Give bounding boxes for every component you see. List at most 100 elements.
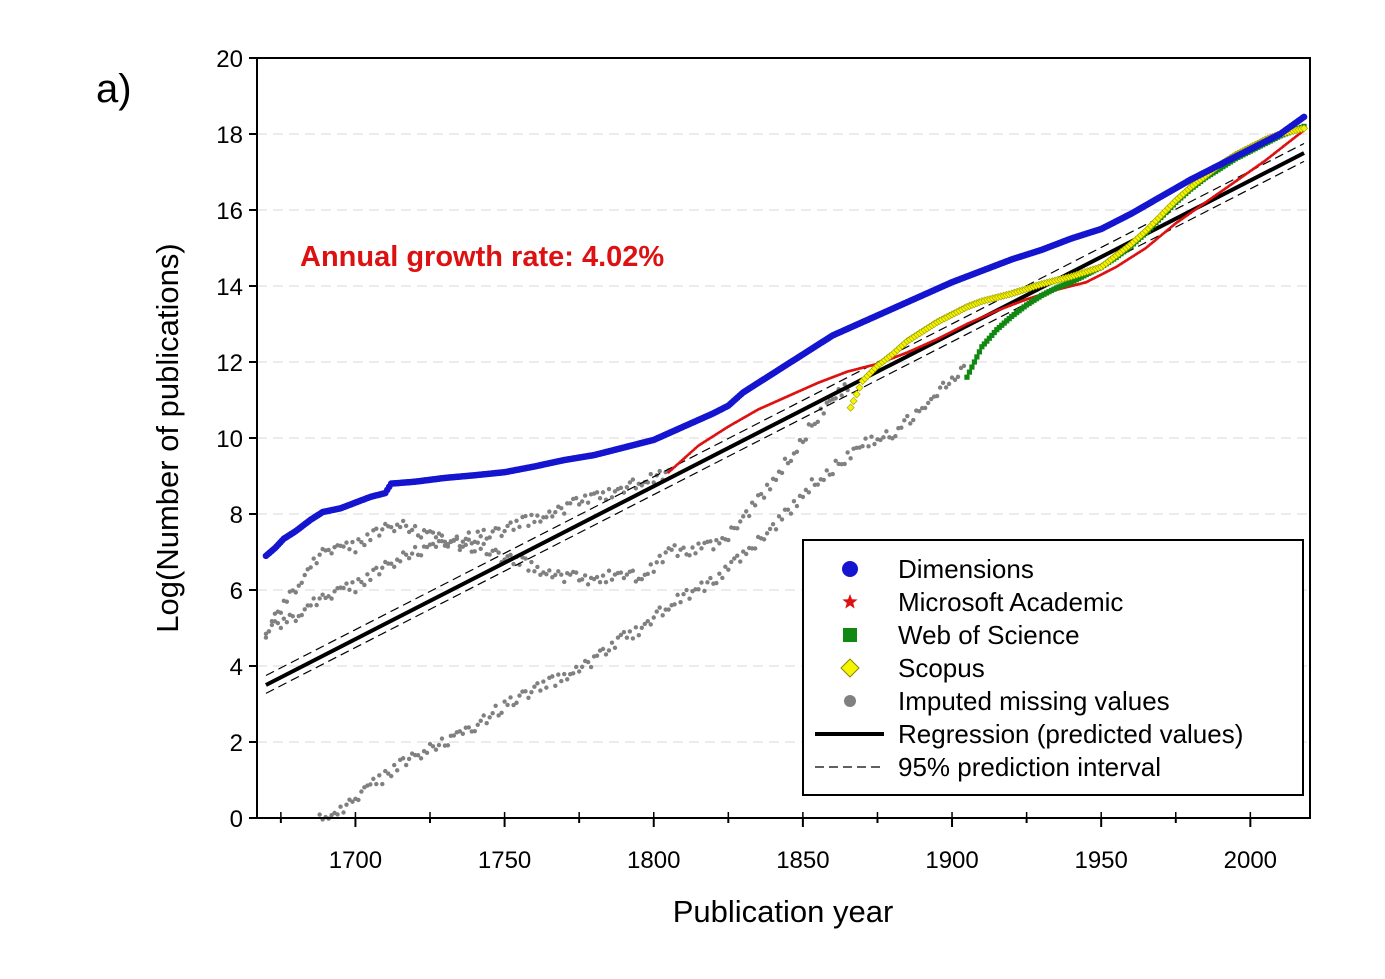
- data-point: [529, 559, 534, 565]
- data-point: [606, 486, 612, 492]
- data-point: [386, 771, 391, 776]
- data-point: [648, 562, 653, 567]
- data-point: [460, 731, 466, 736]
- data-point: [696, 541, 701, 546]
- data-point: [302, 607, 307, 612]
- data-point: [675, 553, 680, 559]
- data-point: [627, 629, 633, 634]
- data-point: [338, 804, 343, 809]
- y-tick-label: 10: [216, 426, 243, 453]
- data-point: [538, 519, 543, 524]
- data-point: [723, 564, 728, 569]
- data-point: [439, 539, 445, 544]
- data-point: [764, 482, 770, 488]
- series-imputed-missing-values-upper-band: [263, 382, 850, 640]
- data-point: [600, 573, 606, 578]
- data-point: [341, 810, 346, 815]
- data-point: [654, 560, 659, 565]
- data-point: [493, 547, 498, 553]
- data-point: [660, 560, 665, 565]
- data-point: [529, 690, 534, 695]
- data-point: [800, 494, 806, 500]
- data-point: [940, 380, 946, 386]
- data-point: [481, 713, 486, 718]
- data-point: [311, 596, 316, 601]
- data-point: [538, 572, 543, 578]
- data-point: [553, 683, 558, 688]
- data-point: [544, 571, 549, 577]
- data-point: [511, 561, 516, 567]
- data-point: [705, 580, 710, 585]
- data-point: [639, 625, 645, 630]
- data-point: [359, 579, 364, 585]
- data-point: [523, 689, 528, 694]
- data-point: [746, 513, 752, 519]
- data-point: [693, 551, 698, 556]
- data-point: [964, 374, 970, 380]
- data-point: [991, 329, 997, 336]
- data-point: [466, 725, 471, 730]
- data-point: [672, 602, 677, 607]
- data-point: [278, 610, 284, 615]
- data-point: [341, 544, 346, 549]
- data-point: [412, 523, 418, 529]
- data-point: [403, 552, 409, 557]
- data-point: [496, 526, 501, 531]
- data-point: [544, 685, 549, 690]
- legend-label: Regression (predicted values): [898, 719, 1243, 749]
- legend-label: 95% prediction interval: [898, 752, 1161, 782]
- data-point: [806, 490, 812, 495]
- data-point: [344, 802, 349, 807]
- data-point: [418, 553, 424, 558]
- data-point: [412, 544, 418, 550]
- data-point: [744, 551, 749, 557]
- data-point: [329, 596, 334, 601]
- data-point: [717, 571, 722, 576]
- data-point: [869, 434, 874, 439]
- data-point: [573, 495, 579, 501]
- data-point: [624, 635, 630, 640]
- data-point: [651, 615, 656, 620]
- data-point: [511, 527, 516, 533]
- data-point: [618, 570, 624, 575]
- data-point: [908, 421, 913, 426]
- data-point: [559, 572, 564, 577]
- data-point: [937, 385, 943, 390]
- data-point: [508, 552, 513, 558]
- data-point: [475, 722, 480, 727]
- data-point: [380, 781, 385, 787]
- data-point: [433, 544, 439, 550]
- data-point: [618, 632, 624, 638]
- data-point: [597, 579, 603, 585]
- data-point: [562, 579, 567, 585]
- data-point: [621, 575, 627, 581]
- y-tick-label: 0: [230, 806, 243, 833]
- series-imputed-missing-values-lower-band: [317, 363, 967, 822]
- y-tick-label: 12: [216, 350, 243, 377]
- data-point: [356, 576, 361, 582]
- data-point: [472, 549, 477, 554]
- diamond-marker-icon: [840, 658, 860, 678]
- data-point: [726, 537, 731, 543]
- data-point: [881, 435, 886, 440]
- data-point: [457, 729, 463, 734]
- data-point: [618, 485, 624, 491]
- circle-marker-icon: [842, 561, 858, 577]
- data-point: [678, 600, 683, 605]
- data-point: [717, 541, 722, 546]
- data-point: [397, 559, 403, 564]
- data-point: [761, 537, 767, 542]
- legend-item: Web of Science: [843, 620, 1080, 650]
- data-point: [1300, 113, 1308, 121]
- data-point: [511, 702, 516, 708]
- data-point: [660, 613, 665, 618]
- data-point: [490, 711, 495, 716]
- data-point: [815, 482, 821, 487]
- y-axis-title: Log(Number of publications): [150, 243, 185, 632]
- data-point: [454, 534, 460, 539]
- data-point: [893, 433, 898, 439]
- data-point: [612, 489, 618, 494]
- data-point: [971, 359, 978, 365]
- data-point: [624, 572, 630, 577]
